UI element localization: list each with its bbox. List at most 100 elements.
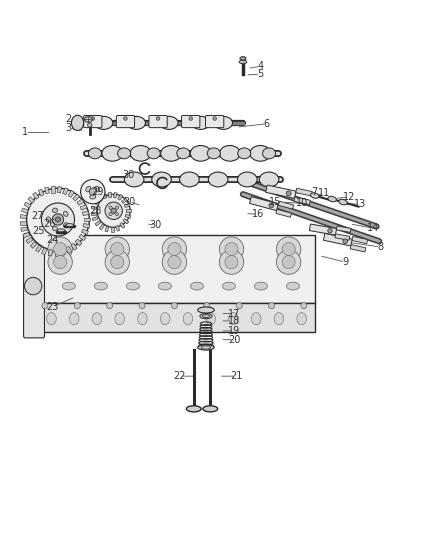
Polygon shape <box>352 237 367 244</box>
Polygon shape <box>265 185 296 198</box>
Text: 14: 14 <box>367 223 380 233</box>
Ellipse shape <box>152 172 171 187</box>
Text: 10: 10 <box>296 198 308 208</box>
Ellipse shape <box>124 172 144 187</box>
Polygon shape <box>296 188 312 196</box>
Ellipse shape <box>183 313 193 325</box>
Bar <box>91 212 96 215</box>
Ellipse shape <box>115 313 124 325</box>
Ellipse shape <box>202 314 209 318</box>
Ellipse shape <box>115 212 119 216</box>
Ellipse shape <box>57 229 65 232</box>
Circle shape <box>27 188 89 251</box>
Bar <box>116 225 120 231</box>
Polygon shape <box>309 224 336 235</box>
Ellipse shape <box>208 172 228 187</box>
Text: 30: 30 <box>150 220 162 230</box>
Polygon shape <box>335 234 350 240</box>
Circle shape <box>301 303 307 309</box>
Bar <box>123 219 129 224</box>
Ellipse shape <box>297 313 307 325</box>
Ellipse shape <box>250 146 271 161</box>
Circle shape <box>225 256 238 269</box>
Ellipse shape <box>198 307 214 313</box>
Bar <box>73 194 80 201</box>
Circle shape <box>189 117 192 120</box>
Bar <box>48 249 53 256</box>
Ellipse shape <box>239 60 247 63</box>
Text: 29: 29 <box>91 187 103 197</box>
Ellipse shape <box>219 146 240 161</box>
Circle shape <box>156 117 160 120</box>
Bar <box>93 200 99 206</box>
Circle shape <box>74 303 80 309</box>
FancyBboxPatch shape <box>116 116 134 128</box>
Bar <box>21 227 28 231</box>
Polygon shape <box>336 226 351 232</box>
Ellipse shape <box>115 206 119 209</box>
Bar <box>39 189 44 196</box>
Ellipse shape <box>69 313 79 325</box>
Ellipse shape <box>259 172 279 187</box>
Circle shape <box>268 303 275 309</box>
Ellipse shape <box>53 208 57 213</box>
Ellipse shape <box>203 406 218 412</box>
Ellipse shape <box>95 116 113 130</box>
Bar <box>81 229 88 235</box>
Ellipse shape <box>206 313 215 325</box>
Circle shape <box>219 237 244 261</box>
Text: 7: 7 <box>311 187 318 197</box>
Circle shape <box>81 180 105 204</box>
Bar <box>23 232 30 238</box>
Circle shape <box>162 250 187 274</box>
Ellipse shape <box>92 313 102 325</box>
Text: 2: 2 <box>66 115 72 124</box>
Ellipse shape <box>286 282 300 290</box>
Text: 15: 15 <box>269 197 282 207</box>
Ellipse shape <box>95 186 100 192</box>
Bar <box>120 223 125 228</box>
Polygon shape <box>250 197 279 211</box>
Bar <box>34 235 315 303</box>
Ellipse shape <box>64 223 68 228</box>
Circle shape <box>97 194 130 228</box>
Bar <box>95 221 101 226</box>
Text: 8: 8 <box>377 242 383 252</box>
Circle shape <box>105 237 130 261</box>
Bar <box>30 241 37 248</box>
Text: 3: 3 <box>66 123 72 133</box>
Text: 17: 17 <box>228 309 240 319</box>
Polygon shape <box>350 245 366 252</box>
Ellipse shape <box>159 282 171 290</box>
Bar <box>111 227 114 232</box>
Bar <box>121 198 127 204</box>
Bar <box>82 211 89 216</box>
Ellipse shape <box>223 282 236 290</box>
Circle shape <box>111 256 124 269</box>
Ellipse shape <box>339 199 347 205</box>
Text: 13: 13 <box>354 199 367 209</box>
Text: 30: 30 <box>124 197 136 207</box>
Bar <box>42 248 47 255</box>
Bar <box>97 196 102 201</box>
Text: 5: 5 <box>257 69 264 79</box>
Ellipse shape <box>180 172 199 187</box>
Ellipse shape <box>46 217 50 222</box>
Ellipse shape <box>240 56 246 60</box>
Ellipse shape <box>138 313 147 325</box>
Circle shape <box>89 188 96 195</box>
Bar <box>92 217 98 221</box>
Ellipse shape <box>160 116 178 130</box>
Bar <box>83 223 90 228</box>
Bar <box>80 205 87 210</box>
Ellipse shape <box>311 193 319 198</box>
Ellipse shape <box>214 116 233 130</box>
Bar <box>105 226 109 232</box>
Ellipse shape <box>237 172 257 187</box>
Text: 26: 26 <box>43 219 56 229</box>
Ellipse shape <box>130 146 151 161</box>
Text: 24: 24 <box>46 236 59 245</box>
Text: 28: 28 <box>89 206 101 216</box>
Circle shape <box>225 243 238 256</box>
Bar <box>77 199 84 205</box>
